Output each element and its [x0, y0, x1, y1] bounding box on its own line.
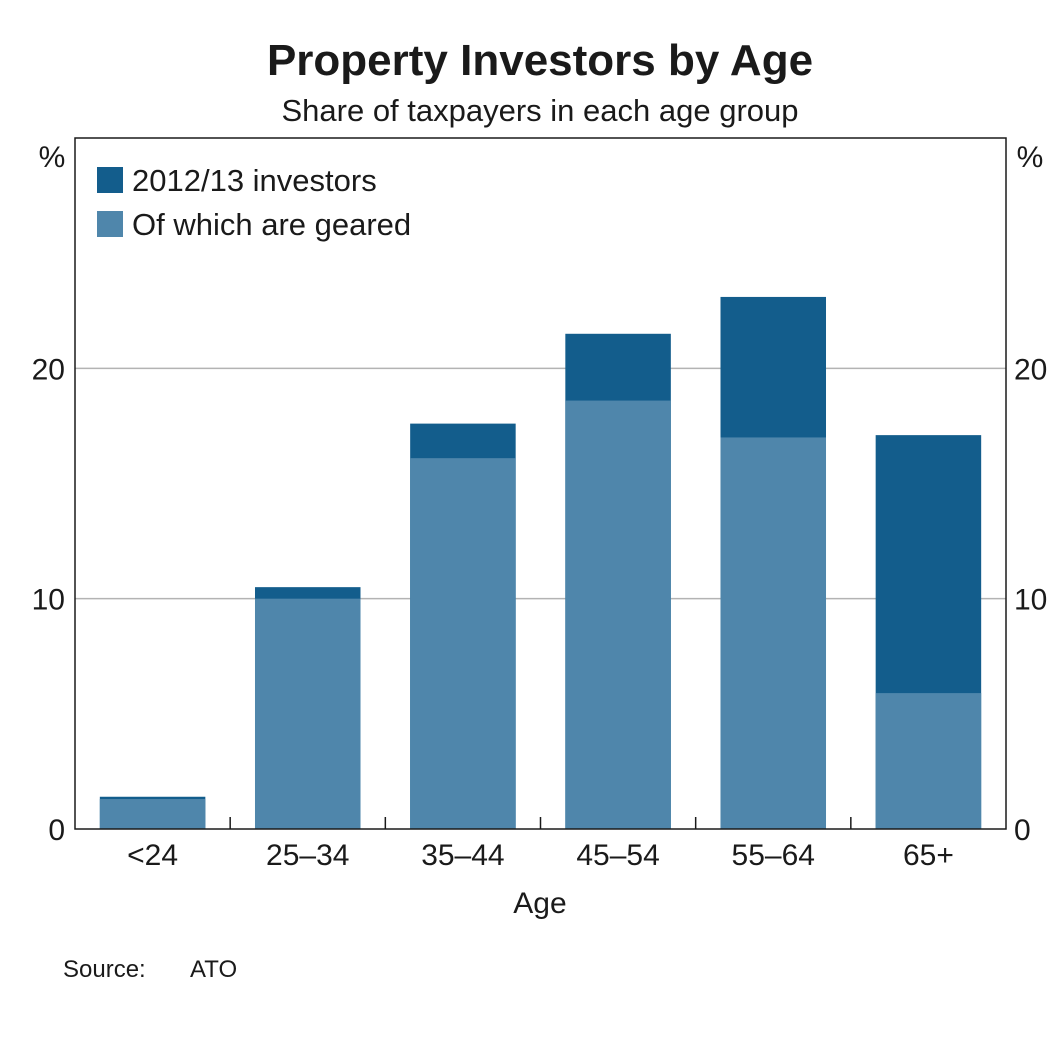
y-tick-labels: 0 0 10 10 20 20: [32, 353, 1048, 847]
x-tick-label-3: 45–54: [576, 839, 659, 872]
x-tick-label-1: 25–34: [266, 839, 349, 872]
gridlines: [75, 367, 1006, 600]
y-tick-left-20: 20: [32, 353, 65, 386]
y-tick-right-20: 20: [1014, 353, 1047, 386]
y-tick-right-0: 0: [1014, 814, 1031, 847]
bars: [99, 296, 982, 829]
legend-label-investors: 2012/13 investors: [132, 163, 377, 198]
legend-swatch-geared: [97, 211, 123, 237]
y-tick-left-0: 0: [48, 814, 65, 847]
bar-geared-5: [875, 693, 982, 829]
y-axis-unit-right: %: [1017, 141, 1044, 174]
x-tick-labels: <24 25–34 35–44 45–54 55–64 65+: [127, 839, 954, 872]
legend-swatch-investors: [97, 167, 123, 193]
bar-geared-3: [565, 400, 671, 829]
bar-geared-2: [410, 458, 516, 829]
source-label: Source:: [63, 956, 146, 983]
source-value: ATO: [190, 956, 237, 983]
y-tick-left-10: 10: [32, 584, 65, 617]
x-tick-label-4: 55–64: [732, 839, 815, 872]
legend-label-geared: Of which are geared: [132, 207, 411, 242]
x-axis-label: Age: [513, 887, 566, 920]
x-tick-label-5: 65+: [903, 839, 954, 872]
bar-geared-0: [99, 799, 206, 829]
chart-title: Property Investors by Age: [267, 36, 813, 85]
x-tick-marks: [229, 817, 852, 829]
bar-geared-4: [720, 437, 827, 829]
chart-subtitle: Share of taxpayers in each age group: [281, 93, 798, 128]
legend: 2012/13 investors Of which are geared: [97, 163, 411, 242]
bar-geared-1: [254, 598, 361, 829]
y-tick-right-10: 10: [1014, 584, 1047, 617]
y-axis-unit-left: %: [39, 141, 66, 174]
x-tick-label-2: 35–44: [421, 839, 504, 872]
x-tick-label-0: <24: [127, 839, 178, 872]
